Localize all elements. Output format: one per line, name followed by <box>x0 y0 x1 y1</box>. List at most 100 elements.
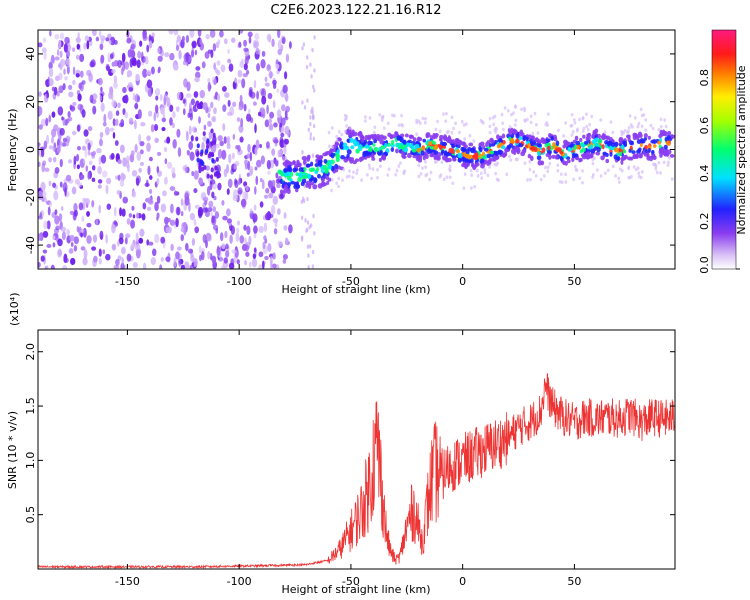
spectrogram-cell <box>664 124 668 129</box>
spectrogram-cell <box>222 104 227 112</box>
spectrogram-cell <box>211 255 217 264</box>
spectrogram-cell <box>259 143 263 149</box>
spectrogram-cell <box>493 128 497 133</box>
spectrogram-cell <box>287 165 292 170</box>
spectrogram-cell <box>76 43 81 50</box>
spectrogram-cell <box>236 220 241 226</box>
spectrogram-cell <box>246 69 250 75</box>
spectrogram-cell <box>86 222 92 228</box>
spectrogram-cell <box>548 133 552 138</box>
spectrogram-cell <box>49 30 52 37</box>
spectrogram-cell <box>130 150 135 157</box>
spectrogram-cell <box>254 147 258 156</box>
spectrogram-cell <box>618 167 622 171</box>
spectrogram-cell <box>207 120 212 127</box>
spectrogram-cell <box>38 233 41 242</box>
spectrogram-cell <box>590 148 596 154</box>
spectrogram-cell <box>440 160 444 164</box>
spectrogram-cell <box>243 224 247 231</box>
spectrogram-cell <box>626 134 631 139</box>
spectrogram-cell <box>311 47 314 53</box>
spectrogram-cell <box>581 129 585 134</box>
spectrogram-cell <box>180 234 184 242</box>
spectrogram-cell <box>443 134 447 140</box>
spectrogram-cell <box>62 137 67 143</box>
spectrogram-cell <box>636 124 640 129</box>
spectrogram-cell <box>190 135 194 142</box>
spectrogram-cell <box>309 62 312 67</box>
spectrogram-cell <box>424 173 428 178</box>
spectrogram-cell <box>137 109 142 120</box>
spectrogram-cell <box>433 150 439 156</box>
snr-x-ticks: -150 -100 -50 0 50 <box>115 330 581 588</box>
spectrogram-cell <box>163 146 168 153</box>
spectrogram-cell <box>155 104 159 114</box>
spectrogram-cell <box>479 171 483 176</box>
spectrogram-cell <box>281 37 286 45</box>
spectrogram-cell <box>340 155 346 160</box>
spectrogram-cell <box>339 141 344 146</box>
spectrogram-cell <box>247 160 251 171</box>
spectrogram-cell <box>140 122 146 127</box>
spectrogram-cell <box>567 146 571 152</box>
spectrogram-cell <box>670 134 674 139</box>
spectrogram-cell <box>188 141 194 150</box>
spectrogram-cell <box>282 84 288 94</box>
spectrogram-cell <box>420 150 425 156</box>
spectrogram-cell <box>217 182 222 191</box>
spectrogram-cell <box>441 149 445 154</box>
spectrogram-cell <box>605 135 611 141</box>
spectrogram-cell <box>254 186 257 195</box>
spectrogram-cell <box>130 243 136 249</box>
spectrogram-cell <box>297 162 302 168</box>
spectrogram-y-tick-label: -20 <box>24 188 37 206</box>
spectrogram-cell <box>498 139 503 143</box>
spectrogram-cell <box>365 173 369 177</box>
spectrogram-cell <box>424 117 427 121</box>
spectrogram-cell <box>185 34 190 44</box>
spectrogram-cell <box>48 180 52 187</box>
spectrogram-cell <box>637 171 641 175</box>
spectrogram-cell <box>298 172 303 178</box>
spectrogram-cell <box>113 39 118 45</box>
spectrogram-cell <box>124 111 129 119</box>
spectrogram-cell <box>556 163 560 167</box>
spectrogram-cell <box>364 144 370 149</box>
spectrogram-cell <box>254 166 258 171</box>
spectrogram-cell <box>92 30 97 37</box>
spectrogram-cell <box>216 171 221 177</box>
spectrogram-cell <box>87 149 91 156</box>
spectrogram-cell <box>268 192 274 199</box>
spectrogram-cell <box>169 219 176 226</box>
spectrogram-cell <box>667 160 670 165</box>
spectrogram-cell <box>157 68 161 74</box>
spectrogram-cell <box>99 132 104 138</box>
spectrogram-cell <box>121 208 126 217</box>
spectrogram-cell <box>55 225 60 231</box>
spectrogram-cell <box>156 212 160 219</box>
spectrogram-cell <box>172 122 175 129</box>
spectrogram-cell <box>76 164 81 170</box>
colorbar-tick-label: 0.6 <box>698 117 711 135</box>
spectrogram-cell <box>279 189 284 194</box>
spectrogram-cell <box>433 155 438 161</box>
spectrogram-cell <box>275 172 279 179</box>
spectrogram-cell <box>611 164 615 169</box>
spectrogram-cell <box>369 140 373 145</box>
spectrogram-cell <box>415 132 419 137</box>
spectrogram-cell <box>237 144 241 152</box>
spectrogram-cell <box>637 121 641 126</box>
spectrogram-cell <box>209 253 213 261</box>
spectrogram-cell <box>217 135 223 142</box>
spectrogram-cell <box>146 79 153 89</box>
spectrogram-cell <box>244 260 247 266</box>
spectrogram-cell <box>198 165 202 171</box>
spectrogram-cell <box>59 32 65 40</box>
spectrogram-cell <box>470 186 473 190</box>
snr-x-tick-label: -150 <box>115 575 140 588</box>
spectrogram-cell <box>136 212 140 219</box>
spectrogram-cell <box>130 43 136 50</box>
spectrogram-cell <box>78 82 83 90</box>
spectrogram-cell <box>360 138 365 143</box>
spectrogram-cell <box>307 173 312 179</box>
